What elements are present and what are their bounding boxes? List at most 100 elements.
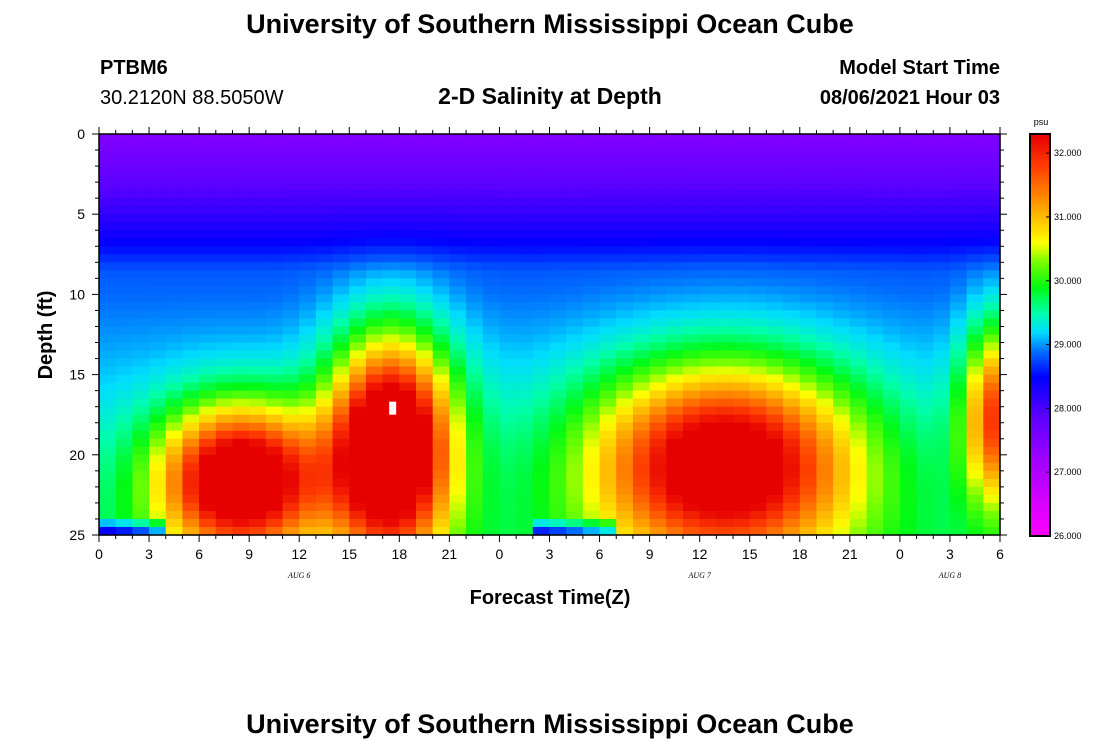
heatmap-cell	[649, 270, 667, 279]
heatmap-cell	[182, 494, 200, 504]
heatmap-cell	[282, 206, 300, 215]
heatmap-cell	[499, 222, 517, 231]
heatmap-cell	[966, 294, 984, 304]
heatmap-cell	[349, 182, 367, 191]
heatmap-cell	[766, 374, 784, 384]
heatmap-cell	[666, 198, 684, 207]
heatmap-cell	[816, 422, 834, 432]
heatmap-cell	[532, 430, 551, 440]
heatmap-cell	[399, 238, 417, 247]
heatmap-cell	[783, 150, 801, 159]
heatmap-cell	[99, 502, 117, 512]
heatmap-cell	[349, 302, 367, 312]
heatmap-cell	[549, 390, 567, 400]
heatmap-cell	[432, 174, 450, 183]
heatmap-cell	[99, 166, 117, 175]
colorbar-segment	[1030, 459, 1050, 463]
heatmap-cell	[899, 518, 918, 528]
heatmap-cell	[449, 318, 467, 328]
heatmap-cell	[149, 486, 167, 496]
heatmap-cell	[582, 446, 601, 456]
heatmap-cell	[349, 254, 367, 263]
heatmap-cell	[282, 526, 300, 536]
heatmap-cell	[399, 174, 417, 183]
heatmap-cell	[883, 294, 901, 304]
heatmap-cell	[699, 166, 717, 175]
heatmap-cell	[416, 430, 434, 440]
heatmap-cell	[966, 302, 984, 312]
colorbar-segment	[1030, 473, 1050, 477]
heatmap-cell	[716, 446, 734, 456]
heatmap-cell	[349, 230, 367, 239]
heatmap-cell	[299, 230, 317, 239]
heatmap-cell	[766, 174, 784, 183]
heatmap-cell	[115, 134, 133, 143]
heatmap-cell	[149, 310, 167, 320]
heatmap-cell	[482, 382, 501, 392]
heatmap-cell	[682, 334, 701, 344]
heatmap-cell	[749, 478, 768, 488]
heatmap-cell	[599, 334, 617, 344]
heatmap-cell	[516, 422, 534, 432]
heatmap-cell	[349, 406, 367, 416]
heatmap-cell	[899, 438, 918, 448]
heatmap-cell	[566, 286, 584, 295]
heatmap-cell	[983, 174, 1001, 183]
heatmap-cell	[916, 286, 934, 295]
colorbar-segment	[1030, 431, 1050, 435]
heatmap-cell	[282, 278, 300, 287]
heatmap-cell	[716, 134, 734, 143]
heatmap-cell	[566, 374, 584, 384]
heatmap-cell	[833, 158, 851, 167]
heatmap-cell	[532, 286, 551, 295]
heatmap-cell	[349, 366, 367, 376]
heatmap-cell	[99, 302, 117, 312]
heatmap-cell	[466, 294, 484, 304]
heatmap-cell	[983, 382, 1001, 392]
heatmap-cell	[199, 438, 217, 448]
heatmap-cell	[949, 262, 968, 271]
heatmap-cell	[833, 150, 851, 159]
heatmap-cell	[115, 350, 133, 360]
heatmap-cell	[849, 270, 868, 279]
heatmap-cell	[616, 398, 634, 408]
heatmap-cell	[866, 350, 884, 360]
heatmap-cell	[566, 350, 584, 360]
colorbar-segment	[1030, 419, 1050, 423]
heatmap-cell	[616, 526, 634, 536]
heatmap-cell	[315, 318, 334, 328]
heatmap-cell	[332, 294, 350, 304]
heatmap-cell	[399, 366, 417, 376]
colorbar-segment	[1030, 531, 1050, 535]
heatmap-cell	[749, 358, 768, 368]
heatmap-cell	[165, 326, 184, 336]
heatmap-cell	[582, 422, 601, 432]
heatmap-cell	[783, 406, 801, 416]
heatmap-cell	[416, 246, 434, 255]
heatmap-cell	[499, 310, 517, 320]
heatmap-cell	[532, 398, 551, 408]
heatmap-cell	[466, 470, 484, 480]
heatmap-cell	[566, 182, 584, 191]
heatmap-cell	[232, 262, 250, 271]
colorbar-segment	[1030, 166, 1050, 169]
heatmap-cell	[816, 310, 834, 320]
heatmap-cell	[449, 470, 467, 480]
heatmap-cell	[182, 350, 200, 360]
heatmap-cell	[632, 238, 651, 247]
heatmap-cell	[599, 526, 617, 536]
heatmap-cell	[816, 174, 834, 183]
heatmap-cell	[833, 310, 851, 320]
heatmap-cell	[949, 446, 968, 456]
heatmap-cell	[616, 350, 634, 360]
heatmap-cell	[132, 182, 150, 191]
heatmap-cell	[282, 150, 300, 159]
heatmap-cell	[332, 430, 350, 440]
heatmap-cell	[332, 334, 350, 344]
heatmap-cell	[899, 238, 918, 247]
heatmap-cell	[549, 142, 567, 151]
colorbar-segment	[1030, 290, 1050, 294]
heatmap-cell	[215, 430, 234, 440]
heatmap-cell	[966, 190, 984, 199]
heatmap-cell	[582, 350, 601, 360]
